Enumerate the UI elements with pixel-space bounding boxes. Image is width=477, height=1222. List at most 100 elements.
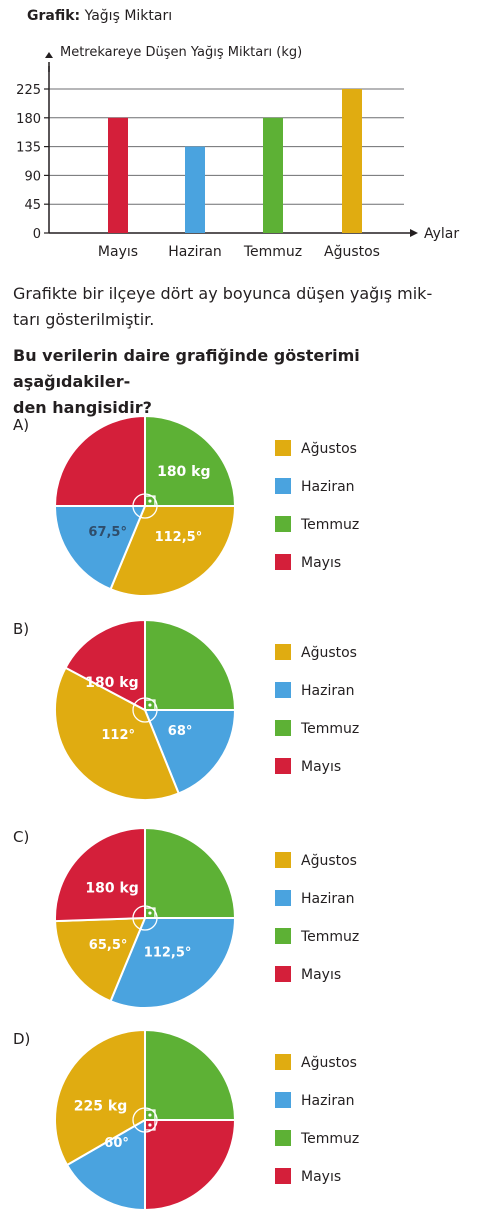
pie-slice-haziran	[143, 709, 237, 795]
pie-annotation: 112,5°	[144, 946, 192, 961]
bar-haziran	[185, 146, 205, 233]
legend-label: Mayıs	[301, 967, 341, 983]
pie-annotation: 60°	[104, 1136, 129, 1151]
x-tick-label: Haziran	[168, 244, 222, 260]
pie-annotation: 112,5°	[155, 530, 203, 545]
pie-annotation: 180 kg	[157, 464, 210, 480]
pie-annotation: 180 kg	[85, 675, 138, 691]
legend-label: Mayıs	[301, 555, 341, 571]
x-axis-arrow-head	[410, 229, 418, 237]
legend-swatch-haziran	[275, 1092, 291, 1108]
right-angle-box	[144, 495, 156, 507]
pie-annotation: 180 kg	[85, 880, 138, 896]
y-tick-label: 225	[16, 83, 41, 98]
right-angle-box	[144, 1119, 156, 1131]
legend-swatch-mayıs	[275, 554, 291, 570]
option-a-label[interactable]: A)	[13, 416, 30, 434]
x-tick-label: Mayıs	[98, 244, 138, 260]
angle-arc	[132, 905, 158, 931]
angle-arc	[132, 493, 158, 519]
legend-label: Haziran	[301, 1093, 355, 1109]
option-d-label[interactable]: D)	[13, 1030, 31, 1048]
legend-swatch-haziran	[275, 682, 291, 698]
pie-slice-temmuz	[144, 618, 237, 711]
option-c-pie[interactable]: 180 kg 112,5° 65,5° Ağustos Haziran Temmuz May…	[0, 820, 477, 1020]
pie-slice-mayıs	[54, 826, 146, 923]
option-b-pie[interactable]: 180 kg 68° 112° Ağustos Haziran Temmuz Mayıs	[0, 612, 477, 812]
angle-arc	[132, 697, 158, 723]
pie-slice-haziran	[109, 917, 237, 1009]
legend-label: Temmuz	[300, 1131, 359, 1147]
legend-label: Haziran	[301, 683, 355, 699]
option-a-pie[interactable]: 180 kg 112,5° 67,5° Ağustos Haziran Temmuz May…	[0, 408, 477, 608]
pie-slice-mayıs	[53, 414, 146, 507]
pie-slice-mayıs	[144, 1119, 237, 1212]
legend-swatch-ağustos	[275, 644, 291, 660]
pie-slice-haziran	[53, 505, 147, 591]
x-axis-label: Aylar	[424, 226, 459, 242]
legend-label: Haziran	[301, 479, 355, 495]
legend-swatch-ağustos	[275, 440, 291, 456]
legend-label: Ağustos	[301, 441, 357, 457]
angle-arc	[132, 1107, 158, 1133]
legend-label: Ağustos	[301, 853, 357, 869]
pie-slice-mayıs	[64, 618, 146, 712]
legend-swatch-haziran	[275, 890, 291, 906]
y-tick-label: 0	[33, 227, 41, 242]
pie-annotation: 67,5°	[88, 525, 127, 540]
chart-title: Grafik: Yağış Miktarı	[27, 8, 173, 24]
option-b-label[interactable]: B)	[13, 620, 30, 638]
pie-slice-ağustos	[54, 1028, 146, 1167]
x-tick-label: Temmuz	[243, 244, 302, 260]
legend-label: Temmuz	[300, 517, 359, 533]
pie-slice-temmuz	[144, 1028, 237, 1121]
pie-annotation: 225 kg	[74, 1099, 127, 1115]
right-angle-marker	[144, 907, 156, 919]
legend-swatch-mayıs	[275, 966, 291, 982]
y-tick-label: 180	[16, 112, 41, 127]
legend-label: Temmuz	[300, 929, 359, 945]
pie-annotation: 65,5°	[89, 938, 128, 953]
legend-swatch-haziran	[275, 478, 291, 494]
bar-temmuz	[263, 117, 283, 233]
bar-ağustos	[342, 89, 362, 233]
legend-swatch-temmuz	[275, 720, 291, 736]
y-axis-label: Metrekareye Düşen Yağış Miktarı (kg)	[60, 45, 302, 60]
right-angle-box	[144, 907, 156, 919]
legend-swatch-temmuz	[275, 1130, 291, 1146]
legend-swatch-mayıs	[275, 1168, 291, 1184]
legend-swatch-temmuz	[275, 928, 291, 944]
pie-slice-temmuz	[144, 826, 237, 919]
option-d-pie[interactable]: 225 kg 60° Ağustos Haziran Temmuz Mayıs	[0, 1022, 477, 1222]
question: Bu verilerin daire grafiğinde gösterimi …	[13, 346, 360, 417]
right-angle-marker	[144, 1119, 156, 1131]
right-angle-box	[144, 699, 156, 711]
x-tick-label: Ağustos	[324, 244, 380, 260]
legend-label: Ağustos	[301, 1055, 357, 1071]
pie-annotation: 68°	[168, 724, 193, 739]
y-tick-label: 45	[24, 198, 41, 213]
bar-chart: Metrekareye Düşen Yağış Miktarı (kg) 0 45 9…	[16, 45, 459, 260]
y-tick-label: 90	[24, 169, 41, 184]
pie-slice-ağustos	[54, 916, 147, 1003]
legend-label: Ağustos	[301, 645, 357, 661]
right-angle-dot	[148, 499, 152, 503]
legend-label: Mayıs	[301, 759, 341, 775]
legend-label: Haziran	[301, 891, 355, 907]
legend-label: Temmuz	[300, 721, 359, 737]
legend-label: Mayıs	[301, 1169, 341, 1185]
legend-swatch-temmuz	[275, 516, 291, 532]
pie-slice-temmuz	[144, 414, 237, 507]
legend-swatch-mayıs	[275, 758, 291, 774]
pie-slice-haziran	[65, 1118, 146, 1212]
right-angle-dot	[148, 911, 152, 915]
right-angle-dot	[148, 1123, 152, 1127]
bar-mayıs	[108, 117, 128, 233]
legend-swatch-ağustos	[275, 852, 291, 868]
option-c-label[interactable]: C)	[13, 828, 30, 846]
y-tick-label: 135	[16, 141, 41, 156]
legend-swatch-ağustos	[275, 1054, 291, 1070]
description: Grafikte bir ilçeye dört ay boyunca düşe…	[13, 284, 433, 329]
pie-slice-ağustos	[109, 505, 237, 597]
right-angle-marker	[144, 699, 156, 711]
